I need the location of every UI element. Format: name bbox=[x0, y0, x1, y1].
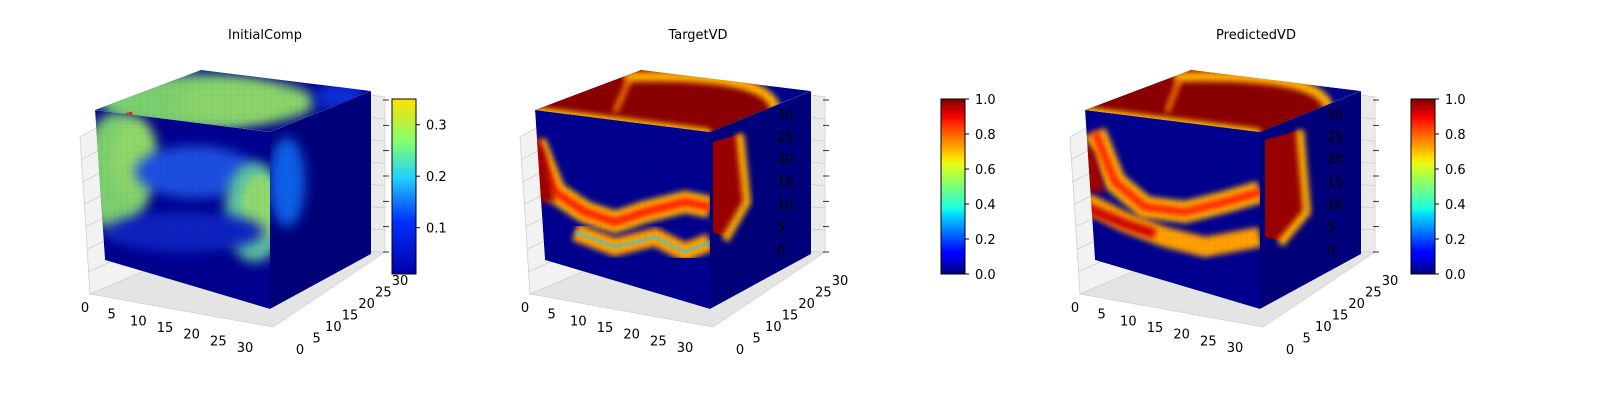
y-tick-label: 25 bbox=[815, 286, 832, 301]
z-tick-label: 5 bbox=[777, 221, 785, 236]
voxel-volume-predictedvd bbox=[1085, 70, 1361, 309]
x-tick-label: 30 bbox=[677, 341, 694, 356]
y-tick-label: 0 bbox=[1286, 343, 1294, 358]
y-tick-label: 20 bbox=[358, 297, 375, 312]
y-tick-label: 25 bbox=[1365, 286, 1382, 301]
z-tick-label: 25 bbox=[777, 131, 794, 146]
colorbar-tick-label: 0.2 bbox=[426, 170, 447, 185]
colorbar-tick-label: 0.0 bbox=[1445, 268, 1466, 283]
x-tick-label: 5 bbox=[108, 308, 116, 323]
y-tick-label: 10 bbox=[1315, 320, 1332, 335]
y-tick-label: 0 bbox=[736, 343, 744, 358]
y-tick-label: 25 bbox=[375, 286, 392, 301]
colorbar-tick-label: 0.8 bbox=[975, 128, 996, 143]
colorbar-tick-label: 0.8 bbox=[1445, 128, 1466, 143]
z-tick-label: 30 bbox=[1327, 108, 1344, 123]
x-tick-label: 5 bbox=[1098, 308, 1106, 323]
x-tick-label: 10 bbox=[570, 314, 587, 329]
z-tick-label: 0 bbox=[1327, 243, 1335, 258]
z-tick-label: 20 bbox=[1327, 153, 1344, 168]
x-tick-label: 30 bbox=[1227, 341, 1244, 356]
x-tick-label: 15 bbox=[597, 321, 614, 336]
chart-title: TargetVD bbox=[667, 28, 727, 43]
colorbar-tick-label: 1.0 bbox=[1445, 93, 1466, 108]
y-tick-label: 15 bbox=[782, 309, 799, 324]
x-tick-label: 25 bbox=[210, 334, 227, 349]
x-tick-label: 0 bbox=[521, 301, 529, 316]
chart-title: InitialComp bbox=[228, 28, 302, 43]
y-tick-label: 20 bbox=[798, 297, 815, 312]
x-tick-label: 30 bbox=[237, 341, 254, 356]
colorbar-tick-label: 1.0 bbox=[975, 93, 996, 108]
x-tick-label: 0 bbox=[1071, 301, 1079, 316]
colorbar-targetvd bbox=[940, 98, 966, 275]
colorbar-tick-label: 0.0 bbox=[975, 268, 996, 283]
x-tick-label: 25 bbox=[650, 334, 667, 349]
z-tick-label: 30 bbox=[777, 108, 794, 123]
x-tick-label: 25 bbox=[1200, 334, 1217, 349]
voxel-volume-targetvd bbox=[535, 70, 811, 309]
z-tick-label: 25 bbox=[1327, 131, 1344, 146]
chart-title: PredictedVD bbox=[1216, 28, 1296, 43]
colorbar-tick-label: 0.1 bbox=[426, 222, 447, 237]
x-tick-label: 15 bbox=[1147, 321, 1164, 336]
z-tick-label: 15 bbox=[1327, 176, 1344, 191]
colorbar-initialcomp bbox=[391, 98, 417, 275]
x-tick-label: 10 bbox=[1120, 314, 1137, 329]
x-tick-label: 20 bbox=[623, 328, 640, 343]
x-tick-label: 20 bbox=[183, 328, 200, 343]
colorbar-tick-label: 0.2 bbox=[975, 233, 996, 248]
colorbar-tick-label: 0.6 bbox=[975, 163, 996, 178]
y-tick-label: 15 bbox=[342, 309, 359, 324]
x-tick-label: 0 bbox=[81, 301, 89, 316]
colorbar-tick-label: 0.2 bbox=[1445, 233, 1466, 248]
y-tick-label: 10 bbox=[325, 320, 342, 335]
y-tick-label: 10 bbox=[765, 320, 782, 335]
y-tick-label: 30 bbox=[1382, 274, 1399, 289]
z-tick-label: 10 bbox=[1327, 198, 1344, 213]
colorbar-tick-label: 0.6 bbox=[1445, 163, 1466, 178]
colorbar-tick-label: 0.4 bbox=[975, 198, 996, 213]
y-tick-label: 5 bbox=[753, 332, 761, 347]
x-tick-label: 20 bbox=[1173, 328, 1190, 343]
y-tick-label: 5 bbox=[1303, 332, 1311, 347]
y-tick-label: 5 bbox=[313, 332, 321, 347]
x-tick-label: 5 bbox=[548, 308, 556, 323]
z-tick-label: 15 bbox=[777, 176, 794, 191]
y-tick-label: 20 bbox=[1348, 297, 1365, 312]
z-tick-label: 5 bbox=[1327, 221, 1335, 236]
y-tick-label: 30 bbox=[832, 274, 849, 289]
colorbar-tick-label: 0.3 bbox=[426, 119, 447, 134]
y-tick-label: 0 bbox=[296, 343, 304, 358]
z-tick-label: 0 bbox=[777, 243, 785, 258]
y-tick-label: 30 bbox=[392, 274, 409, 289]
colorbar-predictedvd bbox=[1410, 98, 1436, 275]
y-tick-label: 15 bbox=[1332, 309, 1349, 324]
x-tick-label: 10 bbox=[130, 314, 147, 329]
x-tick-label: 15 bbox=[157, 321, 174, 336]
z-tick-label: 20 bbox=[777, 153, 794, 168]
z-tick-label: 10 bbox=[777, 198, 794, 213]
colorbar-tick-label: 0.4 bbox=[1445, 198, 1466, 213]
voxel-volume-initialcomp bbox=[95, 70, 371, 309]
